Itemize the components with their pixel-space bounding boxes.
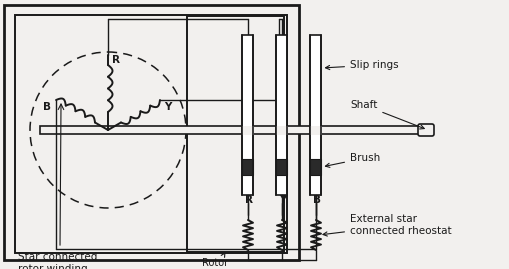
Bar bbox=[242, 126, 254, 134]
Text: Rotor
frame: Rotor frame bbox=[201, 253, 230, 269]
Bar bbox=[310, 159, 322, 175]
Bar bbox=[40, 126, 430, 134]
Text: R: R bbox=[112, 55, 120, 65]
Text: Star connected
rotor winding: Star connected rotor winding bbox=[18, 252, 97, 269]
Text: R: R bbox=[245, 195, 253, 205]
Text: External star
connected rheostat: External star connected rheostat bbox=[323, 214, 451, 236]
Text: Shaft: Shaft bbox=[350, 100, 425, 129]
Bar bbox=[15, 15, 287, 253]
Bar bbox=[242, 159, 253, 175]
Bar bbox=[242, 35, 253, 195]
Bar bbox=[187, 16, 284, 252]
Bar bbox=[310, 35, 322, 195]
Text: Brush: Brush bbox=[325, 153, 380, 167]
Bar bbox=[276, 159, 288, 175]
Text: Y: Y bbox=[164, 102, 172, 112]
Text: B: B bbox=[313, 195, 321, 205]
Bar bbox=[276, 35, 288, 195]
Text: Slip rings: Slip rings bbox=[326, 60, 399, 70]
Bar bbox=[4, 5, 299, 260]
Text: Y: Y bbox=[279, 195, 287, 205]
Bar bbox=[310, 126, 322, 134]
Text: B: B bbox=[43, 102, 51, 112]
FancyBboxPatch shape bbox=[418, 124, 434, 136]
Bar bbox=[276, 126, 288, 134]
